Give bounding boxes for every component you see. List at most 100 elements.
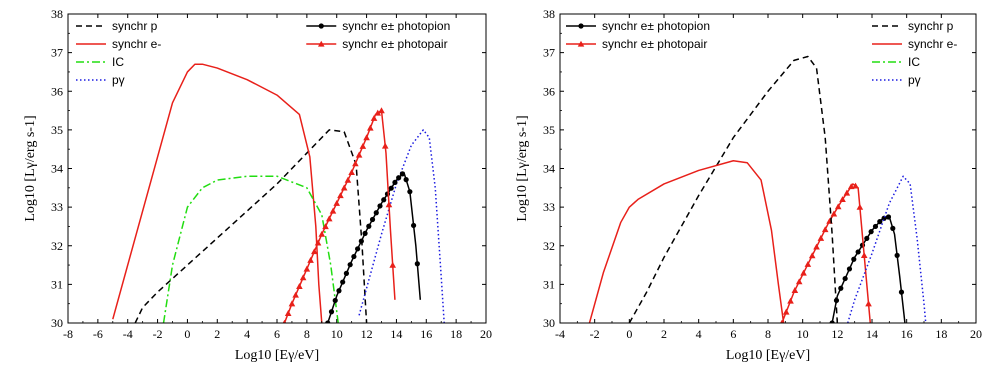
y-tick-label: 38 (51, 7, 63, 21)
series-marker (381, 142, 389, 149)
series-marker (407, 189, 413, 195)
legend: synchr p synchr e- IC pγ synchr e± photopion… (76, 19, 450, 87)
y-tick-label: 34 (543, 162, 555, 176)
x-tick-label: 0 (184, 327, 190, 341)
series-marker (842, 275, 848, 282)
series-marker (834, 203, 842, 210)
series-line-3 (162, 175, 339, 323)
series-marker (821, 226, 829, 233)
y-tick-label: 34 (51, 162, 63, 176)
x-tick-label: 14 (866, 327, 878, 341)
series-marker (355, 151, 363, 158)
series-marker (348, 169, 355, 176)
legend-label: synchr e- (908, 37, 957, 51)
series-marker (800, 269, 807, 276)
chart-panel-2: -4 -2 0 2 4 6 8 10 12 14 16 18 20 30 31 32 33 34 35 36 37 38 L… (515, 7, 982, 363)
series-marker (414, 261, 420, 267)
x-tick-label: 18 (450, 327, 462, 341)
series-marker (363, 134, 370, 141)
series-marker (328, 309, 335, 315)
series-marker (292, 291, 299, 298)
series-marker (813, 243, 820, 250)
series-marker (885, 214, 892, 220)
legend-label: synchr p (908, 19, 954, 33)
series-marker (314, 239, 322, 246)
series-marker (282, 319, 287, 323)
series-marker (303, 265, 311, 272)
legend-label: IC (908, 55, 920, 69)
series-marker (856, 203, 864, 210)
series-marker (329, 207, 337, 214)
series-marker (389, 261, 396, 268)
series-marker (804, 260, 812, 267)
series-marker (370, 114, 378, 121)
x-tick-label: 0 (626, 327, 632, 341)
y-tick-label: 35 (51, 123, 63, 137)
series-marker (352, 160, 359, 167)
y-tick-label: 33 (543, 200, 555, 214)
legend-marker (318, 23, 324, 29)
series-marker (791, 287, 799, 294)
legend-label: synchr e- (112, 37, 161, 51)
legend-label: synchr e± photopair (342, 37, 447, 51)
series-marker (299, 274, 307, 281)
series-marker (392, 179, 398, 186)
series-marker (898, 289, 905, 295)
x-tick-label: 12 (831, 327, 843, 341)
series-marker (872, 223, 879, 230)
series-marker (374, 109, 382, 116)
series-line-1 (134, 129, 368, 323)
x-tick-label: -4 (123, 327, 133, 341)
series-marker (830, 210, 838, 217)
y-tick-label: 38 (543, 7, 555, 21)
chart-panel-1: -8 -6 -4 -2 0 2 4 6 8 10 12 14 16 18 20 30 31 32 33 34 35 36 3… (23, 7, 492, 363)
series-marker (307, 256, 314, 263)
x-tick-label: -2 (590, 327, 600, 341)
series-marker (846, 266, 853, 272)
legend-label: synchr e± photopion (602, 19, 710, 33)
x-tick-label: -2 (153, 327, 163, 341)
series-marker (384, 191, 391, 197)
series-marker (358, 238, 364, 244)
x-tick-label: 4 (244, 327, 250, 341)
x-tick-label: 20 (970, 327, 982, 341)
legend-label: pγ (908, 73, 921, 87)
x-tick-label: 8 (304, 327, 310, 341)
series-marker (343, 270, 350, 276)
series-marker (377, 203, 383, 209)
series-marker (385, 201, 393, 208)
series-marker (877, 219, 883, 225)
series-marker (318, 230, 326, 237)
series-marker (311, 248, 318, 255)
series-marker (839, 196, 846, 203)
series-line-4 (588, 160, 785, 323)
series-marker (388, 185, 394, 191)
series-marker (396, 175, 402, 181)
y-tick-label: 37 (543, 46, 555, 60)
x-tick-label: 10 (797, 327, 809, 341)
x-tick-label: 6 (730, 327, 736, 341)
series-marker (865, 300, 872, 307)
series-marker (403, 177, 409, 183)
x-axis-title: Log10 [Eγ/eV] (235, 348, 319, 363)
series-marker (851, 256, 857, 262)
series-marker (817, 234, 825, 241)
y-tick-label: 36 (543, 84, 555, 98)
series-marker (340, 184, 348, 191)
x-tick-label: 2 (661, 327, 667, 341)
x-tick-label: 2 (214, 327, 220, 341)
series-marker (787, 297, 794, 304)
series-marker (782, 308, 790, 315)
legend: synchr e± photopion synchr e± photopair sy… (566, 19, 957, 87)
series-marker (855, 249, 861, 255)
legend-label: IC (112, 55, 124, 69)
series-marker (378, 107, 385, 114)
series-marker (860, 252, 868, 259)
x-tick-label: 12 (361, 327, 373, 341)
series-marker (868, 229, 874, 235)
legend-label: synchr e± photopair (602, 37, 707, 51)
series-group (588, 55, 927, 323)
legend-label: synchr e± photopion (342, 19, 450, 33)
series-marker (366, 223, 372, 229)
